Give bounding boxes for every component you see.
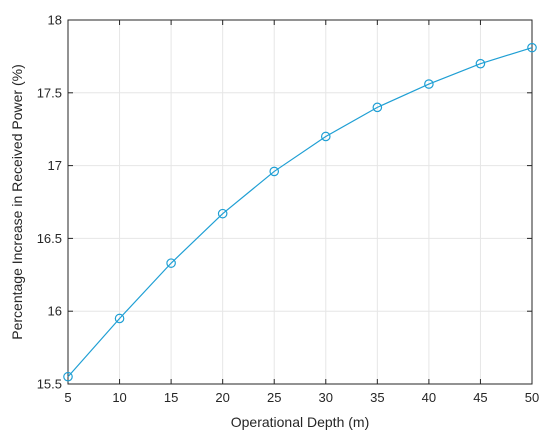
data-point-marker [63,371,73,382]
y-tick-label: 18 [48,13,62,28]
x-tick-label: 20 [215,390,229,405]
x-tick-label: 10 [112,390,126,405]
axes-frame [67,19,533,385]
data-point-marker [372,102,383,113]
data-point-marker [217,208,228,219]
x-tick-label: 35 [370,390,384,405]
data-point-marker [114,313,125,324]
ticks: 5 10 15 20 25 30 35 40 45 50 15.5 16 16.5 17 17.5 18 [37,13,540,406]
y-tick-label: 15.5 [37,377,62,392]
x-tick-label: 15 [164,390,178,405]
x-tick-label: 40 [422,390,436,405]
x-tick-label: 5 [64,390,71,405]
x-tick-label: 30 [319,390,333,405]
x-tick-label: 25 [267,390,281,405]
x-tick-label: 50 [525,390,539,405]
series-line [67,47,533,378]
data-point-marker [269,166,280,177]
series-layer [63,42,537,382]
y-tick-label: 17.5 [37,85,62,100]
data-point-marker [475,58,486,69]
x-axis-title: Operational Depth (m) [231,414,370,430]
x-tick-label: 45 [473,390,487,405]
y-axis-title: Percentage Increase in Received Power (%… [9,64,25,339]
data-point-marker [320,131,331,142]
data-point-marker [166,258,176,268]
y-tick-label: 16.5 [37,231,62,246]
data-point-marker [527,42,537,53]
y-tick-label: 16 [48,304,62,319]
grid [67,19,533,385]
data-point-marker [424,79,434,89]
y-tick-label: 17 [48,158,62,173]
